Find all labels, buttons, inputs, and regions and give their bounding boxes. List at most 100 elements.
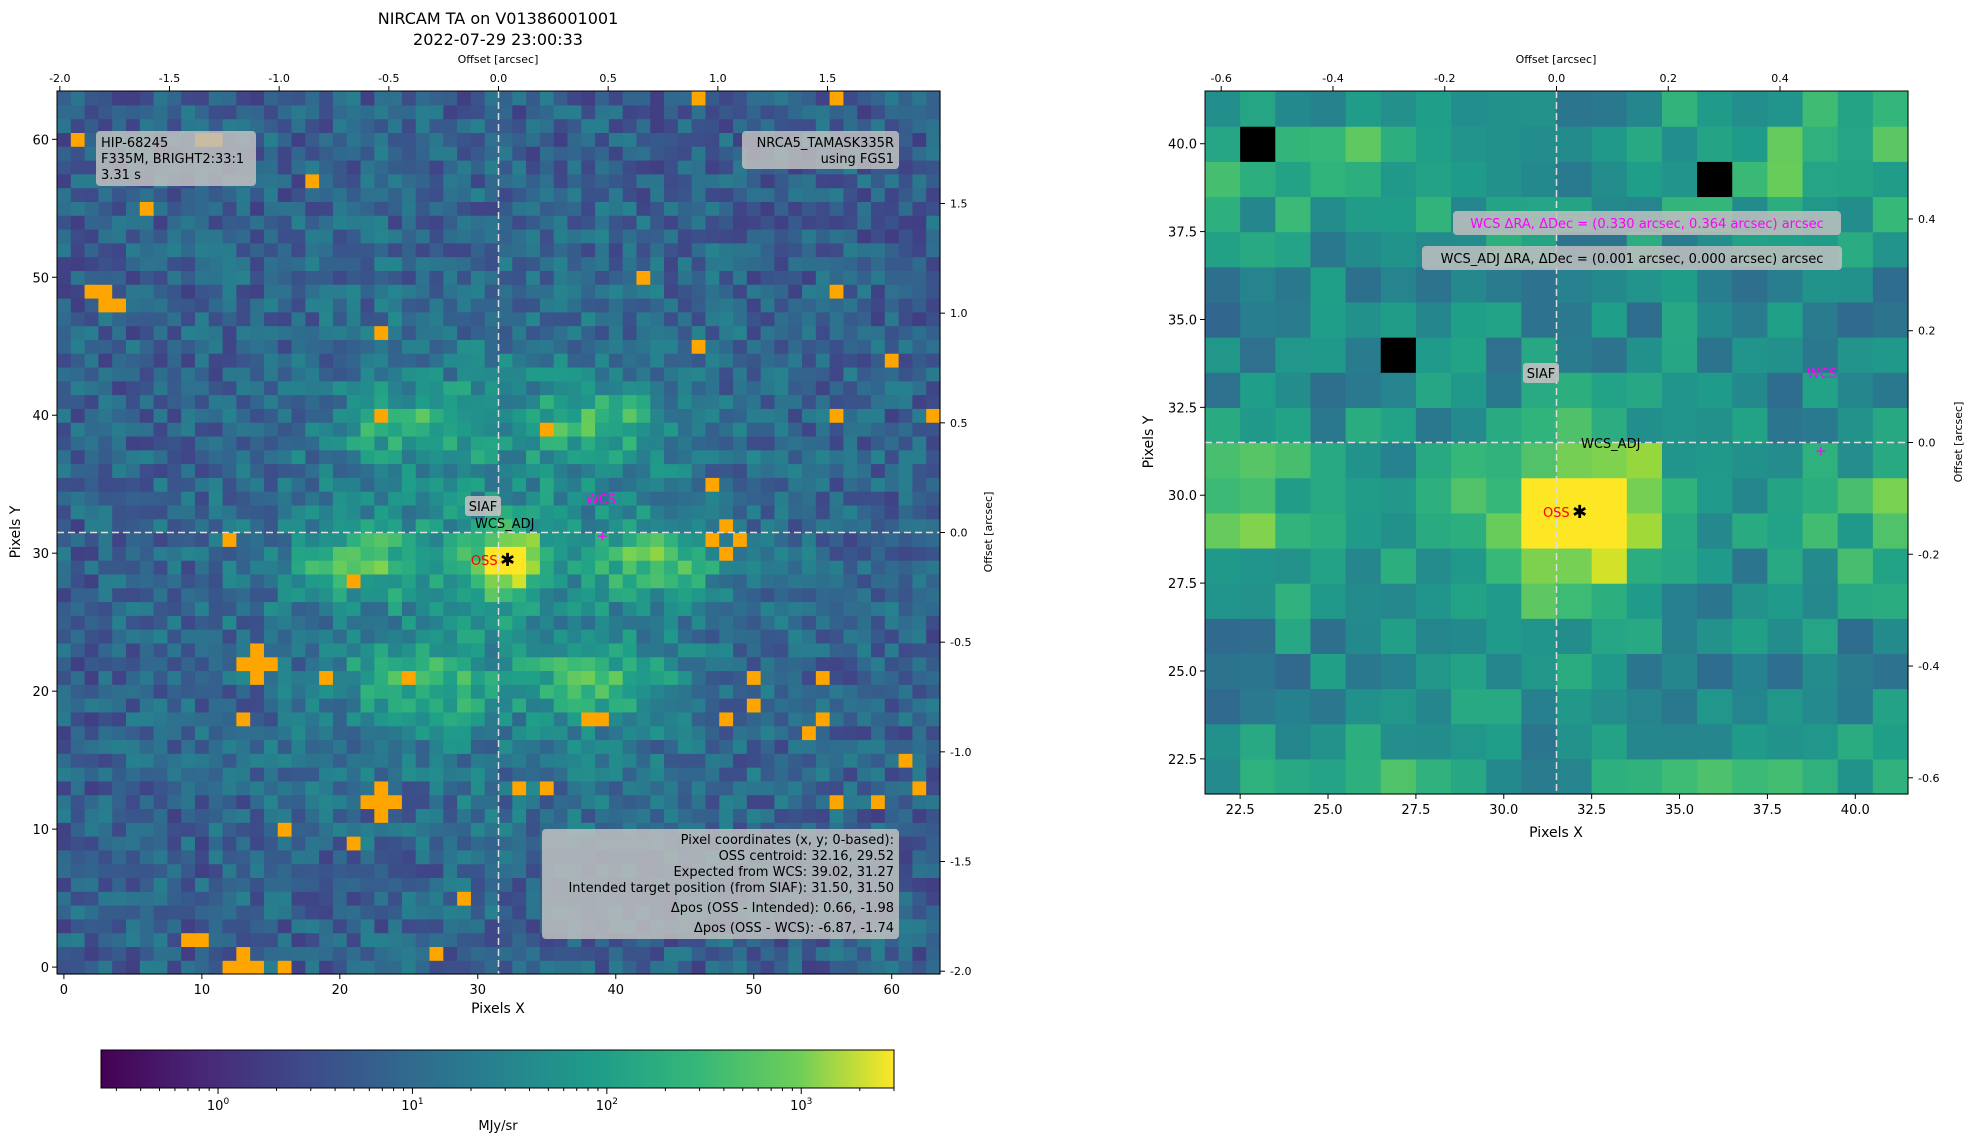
heatmap-cell — [664, 449, 679, 465]
heatmap-cell — [719, 946, 734, 961]
heatmap-cell — [608, 242, 624, 258]
heatmap-cell — [57, 491, 72, 506]
heatmap-cell — [1626, 442, 1663, 479]
heatmap-cell — [1240, 618, 1276, 654]
heatmap-cell — [760, 573, 776, 589]
heatmap-cell — [1837, 618, 1874, 654]
heatmap-cell — [1626, 512, 1663, 549]
heatmap-cell — [1732, 337, 1768, 373]
heatmap-cell — [553, 187, 569, 202]
heatmap-cell — [581, 270, 596, 285]
heatmap-cell — [733, 435, 748, 451]
heatmap-cell — [484, 670, 500, 685]
heatmap-cell — [608, 615, 624, 630]
heatmap-cell — [291, 849, 306, 865]
heatmap-cell — [208, 311, 224, 327]
heatmap-cell — [664, 946, 679, 961]
heatmap-cell — [236, 339, 251, 354]
heatmap-cell — [884, 339, 900, 354]
heatmap-cell — [57, 118, 72, 133]
heatmap-cell — [470, 601, 486, 616]
heatmap-cell — [443, 284, 458, 299]
heatmap-cell — [664, 91, 679, 106]
heatmap-cell — [553, 477, 569, 492]
heatmap-cell — [305, 339, 320, 354]
heatmap-cell — [788, 642, 803, 658]
heatmap-cell — [898, 380, 914, 396]
heatmap-cell — [608, 684, 624, 699]
heatmap-cell — [829, 767, 845, 782]
heatmap-cell — [553, 173, 569, 189]
heatmap-cell — [484, 339, 500, 354]
heatmap-cell — [374, 187, 389, 202]
heatmap-cell — [181, 711, 196, 727]
heatmap-cell — [733, 215, 748, 230]
heatmap-cell — [153, 725, 168, 741]
heatmap-cell — [84, 905, 99, 920]
heatmap-cell — [898, 91, 914, 106]
heatmap-cell — [829, 215, 845, 230]
heatmap-cell — [443, 159, 458, 175]
heatmap-cell — [236, 297, 251, 313]
heatmap-cell — [677, 449, 693, 465]
heatmap-cell — [84, 587, 99, 603]
heatmap-cell — [457, 905, 472, 920]
heatmap-cell — [139, 504, 155, 520]
heatmap-cell — [139, 960, 155, 975]
heatmap-cell — [263, 380, 279, 396]
heatmap-cell — [746, 435, 762, 451]
heatmap-cell — [222, 104, 237, 120]
heatmap-cell — [484, 780, 500, 796]
heatmap-cell — [760, 601, 776, 616]
heatmap-cell — [677, 394, 693, 409]
heatmap-cell — [181, 187, 196, 202]
heatmap-cell — [222, 698, 237, 713]
heatmap-cell — [498, 491, 513, 506]
heatmap-cell — [553, 408, 569, 423]
heatmap-cell — [829, 560, 845, 575]
heatmap-cell — [153, 380, 168, 396]
heatmap-cell — [650, 711, 665, 727]
heatmap-cell — [912, 794, 927, 810]
heatmap-cell — [1275, 583, 1312, 619]
heatmap-cell — [843, 698, 858, 713]
heatmap-cell — [374, 739, 389, 754]
heatmap-cell — [374, 794, 389, 810]
heatmap-cell — [843, 518, 858, 534]
heatmap-cell — [222, 366, 237, 382]
heatmap-cell — [194, 905, 210, 920]
heatmap-cell — [277, 187, 293, 202]
x-tick-label: 32.5 — [1577, 803, 1606, 818]
heatmap-cell — [70, 408, 86, 423]
heatmap-cell — [1837, 758, 1874, 795]
heatmap-cell — [84, 918, 99, 934]
heatmap-cell — [622, 532, 638, 547]
heatmap-cell — [250, 863, 265, 879]
heatmap-cell — [484, 711, 500, 727]
heatmap-cell — [898, 532, 914, 547]
heatmap-cell — [236, 270, 251, 285]
heatmap-cell — [760, 215, 776, 230]
heatmap-cell — [829, 394, 845, 409]
heatmap-cell — [498, 504, 513, 520]
heatmap-cell — [125, 311, 141, 327]
heatmap-cell — [291, 504, 306, 520]
heatmap-cell — [691, 159, 707, 175]
heatmap-cell — [360, 325, 375, 340]
heatmap-cell — [277, 228, 293, 244]
heatmap-cell — [788, 794, 803, 810]
heatmap-cell — [843, 284, 858, 299]
heatmap-cell — [388, 656, 403, 672]
heatmap-cell — [871, 725, 886, 741]
heatmap-cell — [705, 242, 720, 258]
heatmap-cell — [346, 228, 362, 244]
heatmap-cell — [526, 228, 541, 244]
heatmap-cell — [788, 780, 803, 796]
heatmap-cell — [802, 173, 817, 189]
heatmap-cell — [802, 325, 817, 340]
heatmap-cell — [57, 918, 72, 934]
heatmap-cell — [181, 546, 196, 561]
heatmap-cell — [843, 311, 858, 327]
heatmap-cell — [691, 656, 707, 672]
right-tick-label: -0.4 — [1918, 660, 1939, 673]
